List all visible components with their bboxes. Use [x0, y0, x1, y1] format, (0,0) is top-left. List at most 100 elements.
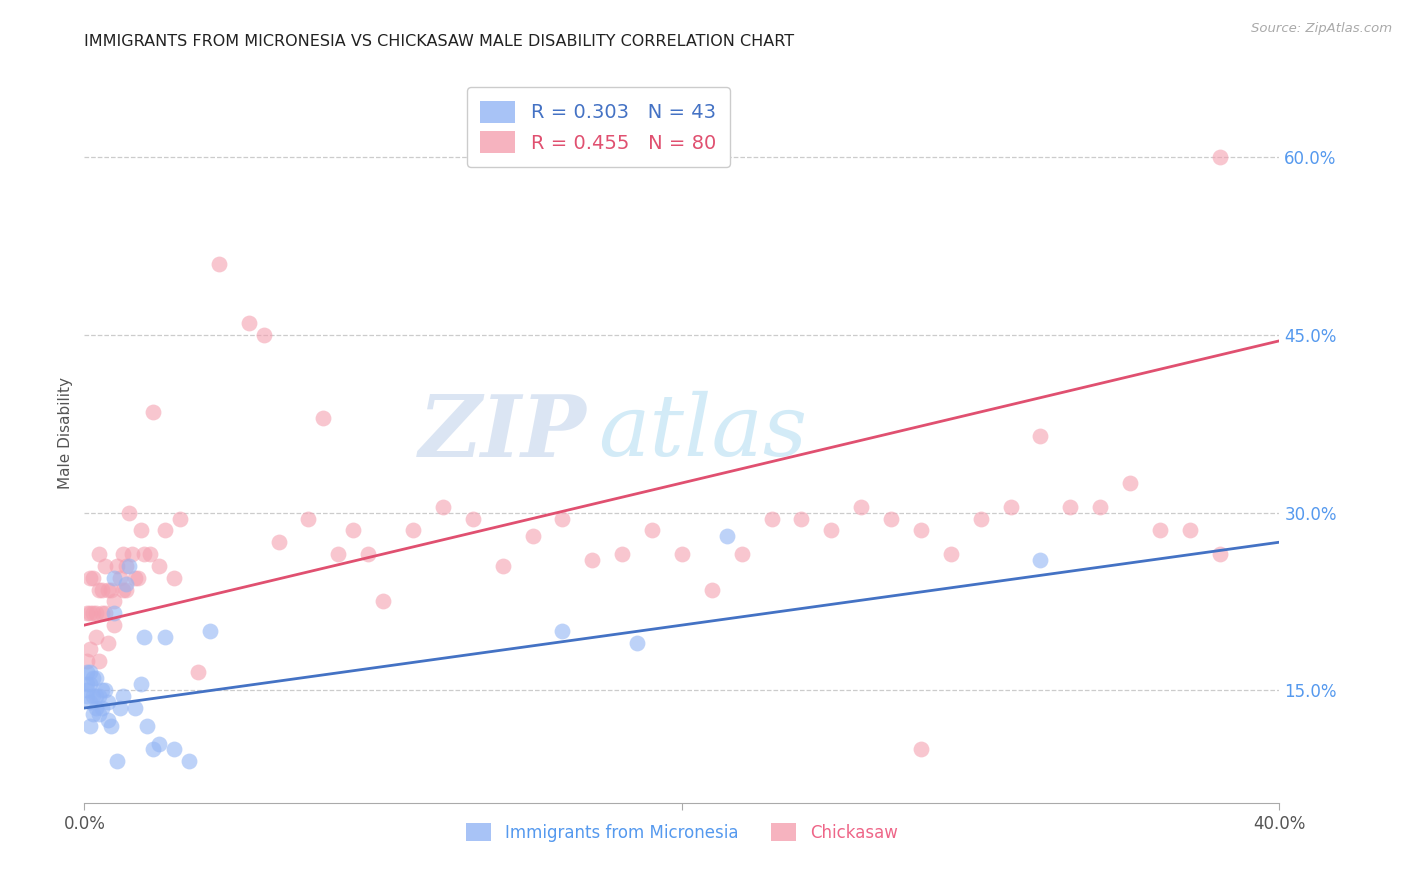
Point	[328, 547, 350, 561]
Point	[76, 654, 98, 668]
Point	[731, 547, 754, 561]
Point	[208, 257, 231, 271]
Point	[522, 529, 544, 543]
Point	[492, 558, 515, 573]
Point	[820, 524, 842, 538]
Point	[177, 755, 200, 769]
Text: ZIP: ZIP	[419, 391, 586, 475]
Point	[86, 672, 108, 686]
Point	[1029, 553, 1052, 567]
Point	[153, 524, 176, 538]
Point	[94, 558, 117, 573]
Point	[581, 553, 603, 567]
Point	[82, 706, 104, 721]
Point	[89, 547, 111, 561]
Point	[115, 558, 138, 573]
Point	[76, 607, 98, 621]
Point	[169, 511, 191, 525]
Point	[402, 524, 425, 538]
Point	[148, 558, 170, 573]
Point	[86, 689, 108, 703]
Point	[110, 701, 132, 715]
Point	[461, 511, 484, 525]
Point	[82, 571, 104, 585]
Point	[118, 558, 141, 573]
Point	[79, 695, 101, 709]
Point	[89, 582, 111, 597]
Point	[198, 624, 221, 638]
Point	[1000, 500, 1022, 514]
Point	[238, 316, 260, 330]
Point	[142, 742, 165, 756]
Point	[91, 683, 114, 698]
Point	[118, 506, 141, 520]
Point	[432, 500, 454, 514]
Point	[148, 737, 170, 751]
Point	[121, 547, 143, 561]
Point	[79, 665, 101, 680]
Point	[103, 594, 125, 608]
Text: atlas: atlas	[599, 392, 807, 474]
Point	[79, 677, 101, 691]
Point	[297, 511, 319, 525]
Point	[86, 607, 108, 621]
Point	[115, 582, 138, 597]
Point	[127, 571, 149, 585]
Point	[139, 547, 162, 561]
Point	[97, 582, 120, 597]
Text: IMMIGRANTS FROM MICRONESIA VS CHICKASAW MALE DISABILITY CORRELATION CHART: IMMIGRANTS FROM MICRONESIA VS CHICKASAW …	[84, 34, 794, 49]
Point	[79, 607, 101, 621]
Point	[790, 511, 813, 525]
Point	[103, 618, 125, 632]
Point	[342, 524, 364, 538]
Point	[103, 607, 125, 621]
Point	[910, 524, 932, 538]
Point	[91, 701, 114, 715]
Point	[1178, 524, 1201, 538]
Point	[910, 742, 932, 756]
Point	[132, 547, 156, 561]
Point	[97, 695, 120, 709]
Point	[1149, 524, 1171, 538]
Point	[163, 571, 186, 585]
Point	[76, 683, 98, 698]
Point	[1029, 428, 1052, 442]
Point	[100, 719, 122, 733]
Point	[641, 524, 664, 538]
Point	[253, 327, 276, 342]
Point	[82, 607, 104, 621]
Point	[671, 547, 693, 561]
Point	[612, 547, 634, 561]
Point	[880, 511, 903, 525]
Point	[110, 571, 132, 585]
Point	[86, 701, 108, 715]
Point	[105, 558, 128, 573]
Point	[94, 607, 117, 621]
Text: Source: ZipAtlas.com: Source: ZipAtlas.com	[1251, 22, 1392, 36]
Point	[551, 624, 574, 638]
Point	[136, 719, 159, 733]
Point	[1119, 475, 1142, 490]
Y-axis label: Male Disability: Male Disability	[58, 376, 73, 489]
Point	[89, 654, 111, 668]
Point	[91, 582, 114, 597]
Point	[91, 607, 114, 621]
Point	[124, 571, 146, 585]
Point	[163, 742, 186, 756]
Point	[761, 511, 783, 525]
Point	[1059, 500, 1081, 514]
Point	[89, 689, 111, 703]
Point	[357, 547, 380, 561]
Point	[153, 630, 176, 644]
Point	[76, 665, 98, 680]
Point	[267, 535, 290, 549]
Point	[551, 511, 574, 525]
Point	[79, 719, 101, 733]
Point	[79, 641, 101, 656]
Point	[103, 571, 125, 585]
Point	[1209, 150, 1232, 164]
Point	[939, 547, 962, 561]
Point	[112, 582, 135, 597]
Point	[97, 713, 120, 727]
Point	[89, 706, 111, 721]
